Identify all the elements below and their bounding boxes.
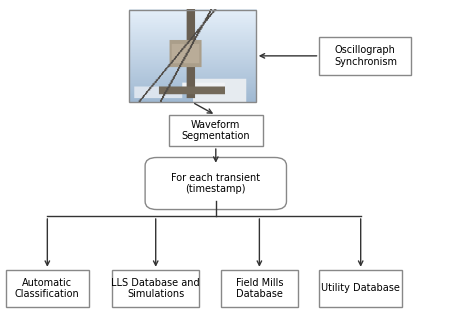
FancyBboxPatch shape <box>319 37 411 74</box>
Text: Utility Database: Utility Database <box>321 283 400 294</box>
FancyBboxPatch shape <box>6 270 89 307</box>
Text: Oscillograph
Synchronism: Oscillograph Synchronism <box>334 45 397 67</box>
FancyBboxPatch shape <box>145 157 286 210</box>
Text: Automatic
Classification: Automatic Classification <box>15 277 80 299</box>
Text: For each transient
(timestamp): For each transient (timestamp) <box>171 173 260 194</box>
Text: LLS Database and
Simulations: LLS Database and Simulations <box>111 277 200 299</box>
FancyBboxPatch shape <box>220 270 298 307</box>
FancyBboxPatch shape <box>112 270 199 307</box>
Text: Field Mills
Database: Field Mills Database <box>236 277 283 299</box>
Bar <box>128 10 256 102</box>
FancyBboxPatch shape <box>319 270 402 307</box>
FancyBboxPatch shape <box>169 115 263 146</box>
Text: Waveform
Segmentation: Waveform Segmentation <box>182 120 250 141</box>
